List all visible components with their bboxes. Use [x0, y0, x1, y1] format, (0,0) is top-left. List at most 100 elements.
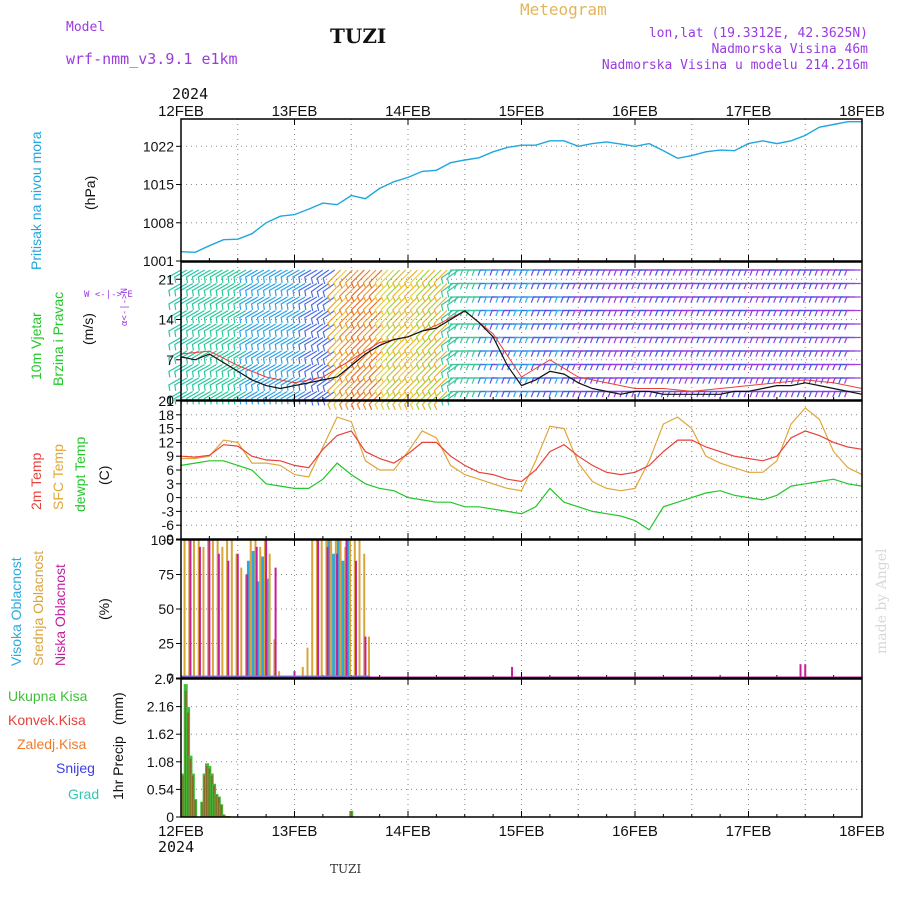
year-bottom: 2024 — [158, 838, 195, 856]
panel-frame — [180, 118, 863, 262]
svg-text:W <-|-> E: W <-|-> E — [84, 290, 133, 300]
precip-ylabel: 1hr Precip — [110, 736, 126, 800]
precip-conv-bar — [201, 802, 204, 817]
model-value: wrf-nmm_v3.9.1 e1km — [66, 50, 238, 68]
precip-conv-bar — [187, 712, 190, 817]
precip-conv-bar — [217, 797, 220, 817]
y-tick-label: 25 — [158, 636, 174, 652]
y-tick-label: 1001 — [143, 253, 174, 269]
sfc-temp-line — [181, 407, 863, 492]
panel-frame — [180, 539, 863, 679]
y-tick-label: 7 — [166, 352, 174, 368]
pressure-ylabel: Pritisak na nivou mora — [28, 131, 44, 270]
panel-frame — [180, 261, 863, 401]
precip-conv-bar — [350, 811, 353, 817]
wind-ylabel-2: Brzina i Pravac — [50, 291, 66, 386]
precip-conv-bar — [215, 795, 218, 817]
legend-snow: Snijeg — [56, 760, 95, 776]
precip-unit: (mm) — [110, 692, 126, 725]
y-tick-label: -6 — [162, 517, 175, 533]
y-tick-label: 0 — [166, 490, 174, 506]
y-tick-label: 1.62 — [147, 726, 174, 742]
station-title: TUZI — [330, 24, 387, 48]
y-tick-label: 1008 — [143, 215, 174, 231]
footer-station: TUZI — [330, 862, 362, 876]
precip-conv-bar — [210, 775, 213, 817]
meteogram-label: Meteogram — [520, 0, 607, 19]
y-tick-label: 100 — [151, 532, 175, 548]
legend-graupel: Grad — [68, 786, 100, 802]
panel-frame — [180, 400, 863, 540]
y-tick-label: 21 — [158, 271, 174, 287]
y-tick-label: 21 — [158, 393, 174, 409]
x-tick-label-bottom: 18FEB — [839, 823, 885, 840]
precip-conv-bar — [194, 800, 197, 817]
y-tick-label: 0.54 — [147, 781, 174, 797]
y-tick-label: 6 — [166, 462, 174, 478]
precip-conv-bar — [182, 775, 185, 817]
precip-conv-bar — [220, 804, 223, 817]
model-label: Model — [66, 20, 106, 35]
temp-2m-line — [180, 430, 863, 483]
year-top: 2024 — [172, 85, 209, 103]
legend-frozen-rain: Zaledj.Kisa — [17, 736, 87, 752]
cloud-low-label: Niska Oblacnost — [52, 564, 68, 666]
y-tick-label: 14 — [158, 312, 174, 328]
wind-gust-line — [180, 310, 863, 392]
x-tick-label-bottom: 14FEB — [385, 823, 431, 840]
x-tick-label-top: 12FEB — [158, 103, 204, 120]
y-tick-label: 18 — [158, 407, 174, 423]
y-tick-label: 12 — [158, 434, 174, 450]
y-tick-label: 1.08 — [147, 754, 174, 770]
temp-2m-label: 2m Temp — [28, 452, 44, 510]
precip-conv-bar — [222, 814, 225, 817]
precip-conv-bar — [189, 758, 192, 817]
elevation-label: Nadmorska Visina 46m — [711, 42, 868, 57]
y-tick-label: 50 — [158, 601, 174, 617]
precip-conv-bar — [208, 768, 211, 817]
y-tick-label: -9 — [162, 531, 175, 547]
svg-text:α<-|->N: α<-|->N — [120, 288, 130, 326]
wind-unit: (m/s) — [80, 313, 96, 345]
x-tick-label-bottom: 16FEB — [612, 823, 658, 840]
temp-unit: (C) — [96, 465, 112, 485]
x-tick-label-bottom: 17FEB — [726, 823, 772, 840]
precip-conv-bar — [203, 775, 206, 817]
y-tick-label: 75 — [158, 567, 174, 583]
y-tick-label: -3 — [162, 503, 175, 519]
y-tick-label: 0 — [166, 670, 174, 686]
lonlat-label: lon,lat (19.3312E, 42.3625N) — [648, 26, 868, 41]
x-tick-label-bottom: 12FEB — [158, 823, 204, 840]
legend-conv-rain: Konvek.Kisa — [8, 712, 86, 728]
y-tick-label: 0 — [166, 392, 174, 408]
temp-dew-label: dewpt Temp — [72, 436, 88, 512]
pressure-line — [180, 120, 862, 254]
model-elevation-label: Nadmorska Visina u modelu 214.216m — [601, 58, 868, 73]
y-tick-label: 3 — [166, 476, 174, 492]
precip-conv-bar — [184, 690, 187, 817]
y-tick-label: 1022 — [143, 138, 174, 154]
credit-label: made by Angel — [874, 548, 890, 655]
cloud-unit: (%) — [96, 598, 112, 620]
precip-conv-bar — [213, 785, 216, 817]
y-tick-label: 2.16 — [147, 699, 174, 715]
precip-conv-bar — [191, 775, 194, 817]
wind-ylabel-1: 10m Vjetar — [28, 312, 44, 380]
legend-total-rain: Ukupna Kisa — [8, 688, 88, 704]
wind-barbs — [168, 269, 861, 410]
cloud-mid-label: Srednja Oblacnost — [30, 550, 46, 666]
y-tick-label: 2.7 — [155, 671, 175, 687]
pressure-unit: (hPa) — [82, 175, 98, 210]
dewpoint-line — [180, 460, 863, 531]
x-tick-label-top: 16FEB — [612, 103, 658, 120]
x-tick-label-top: 13FEB — [272, 103, 318, 120]
x-tick-label-bottom: 15FEB — [499, 823, 545, 840]
cloud-high-label: Visoka Oblacnost — [8, 557, 24, 666]
wind-compass-icon: α<-|->NW <-|-> E — [84, 288, 133, 326]
y-tick-label: 15 — [158, 421, 174, 437]
precip-conv-bar — [206, 766, 209, 817]
x-tick-label-top: 14FEB — [385, 103, 431, 120]
x-tick-label-top: 17FEB — [726, 103, 772, 120]
y-tick-label: 0 — [166, 809, 174, 825]
